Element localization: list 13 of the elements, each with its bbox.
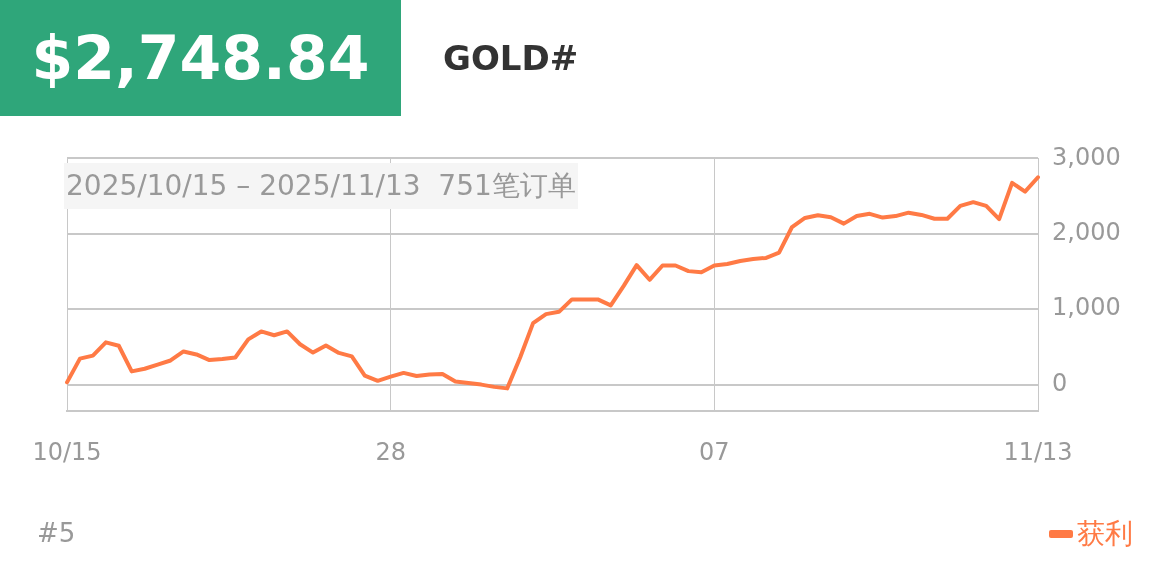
x-tick-label: 07 bbox=[699, 437, 730, 466]
chart-title: GOLD# bbox=[443, 38, 579, 78]
y-tick-label: 2,000 bbox=[1052, 218, 1121, 247]
x-tick-label: 10/15 bbox=[32, 437, 102, 466]
y-tick-label: 3,000 bbox=[1052, 142, 1121, 171]
legend-label: 获利 bbox=[1077, 516, 1133, 552]
y-tick-label: 0 bbox=[1052, 368, 1068, 397]
x-tick-label: 28 bbox=[375, 437, 406, 466]
y-tick-label: 1,000 bbox=[1052, 293, 1121, 322]
chart-subtitle: $2,748.84 bbox=[31, 23, 370, 93]
annotation: 2025/10/15 – 2025/11/13 751笔订单 bbox=[64, 163, 578, 209]
text: #5 bbox=[37, 518, 76, 548]
x-tick-label: 11/13 bbox=[1003, 437, 1073, 466]
